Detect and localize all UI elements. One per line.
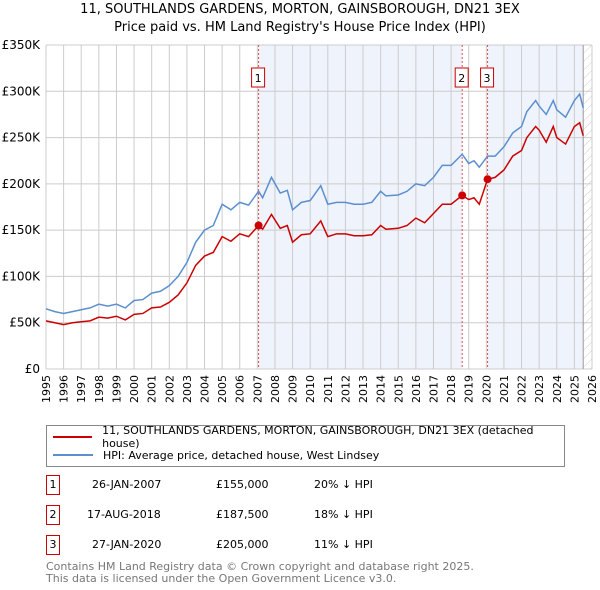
x-tick-label: 2010 [304, 375, 317, 403]
x-tick-label: 2015 [392, 375, 405, 403]
sale-date: 27-JAN-2020 [92, 538, 162, 551]
sale-marker-number: 3 [46, 535, 60, 555]
x-tick-label: 2009 [287, 375, 300, 403]
x-tick-label: 2000 [128, 375, 141, 403]
sale-hpi-diff: 11% ↓ HPI [314, 538, 373, 551]
x-tick-label: 2001 [146, 375, 159, 403]
x-tick-label: 2026 [586, 375, 599, 403]
x-tick-label: 2024 [551, 375, 564, 403]
y-tick-label: £100K [2, 269, 42, 283]
x-tick-label: 2003 [181, 375, 194, 403]
x-tick-label: 2004 [199, 375, 212, 403]
sale-price: £155,000 [216, 478, 269, 491]
sale-marker-number: 1 [46, 475, 60, 495]
sale-marker-label: 2 [458, 72, 465, 85]
x-tick-label: 2017 [427, 375, 440, 403]
x-tick-label: 2011 [322, 375, 335, 403]
sale-marker-label: 1 [255, 72, 262, 85]
property-price-line [45, 121, 584, 326]
chart-subtitle: Price paid vs. HM Land Registry's House … [114, 20, 486, 35]
sale-point [483, 175, 492, 184]
legend-hpi-label: HPI: Average price, detached house, West… [103, 448, 380, 462]
legend-blue-line [53, 454, 93, 456]
y-tick-label: £300K [2, 84, 42, 98]
legend: 11, SOUTHLANDS GARDENS, MORTON, GAINSBOR… [46, 424, 565, 467]
y-tick-label: £200K [2, 177, 42, 191]
shaded-ownership-region [487, 45, 584, 369]
price-chart: 1995 1996 1997 1998 1999 2000 2001 2002 2003 2004… [2, 38, 599, 403]
footer-copyright: Contains HM Land Registry data © Crown c… [46, 560, 474, 573]
x-tick-label: 2006 [234, 375, 247, 403]
sale-price: £205,000 [216, 538, 269, 551]
sale-hpi-diff: 18% ↓ HPI [314, 508, 373, 521]
x-tick-label: 2021 [498, 375, 511, 403]
sale-point [254, 221, 263, 230]
future-hatch-region [583, 45, 592, 369]
shaded-ownership-region [258, 45, 463, 369]
sale-hpi-diff: 20% ↓ HPI [314, 478, 373, 491]
legend-red-line [53, 436, 93, 438]
sale-price: £187,500 [216, 508, 269, 521]
x-tick-label: 2014 [375, 375, 388, 403]
y-tick-label: £350K [2, 38, 42, 52]
sale-marker-label: 3 [484, 72, 491, 85]
y-tick-label: £150K [2, 223, 42, 237]
sale-date: 17-AUG-2018 [87, 508, 161, 521]
y-tick-label: £250K [2, 131, 42, 145]
x-tick-label: 1998 [93, 375, 106, 403]
x-tick-label: 2005 [216, 375, 229, 403]
legend-property-label: 11, SOUTHLANDS GARDENS, MORTON, GAINSBOR… [102, 424, 534, 450]
sale-marker-number: 2 [46, 505, 60, 525]
x-tick-label: 1995 [40, 375, 53, 403]
x-tick-label: 2008 [269, 375, 282, 403]
x-tick-label: 2012 [339, 375, 352, 403]
y-tick-label: £50K [9, 316, 41, 330]
x-tick-label: 2023 [533, 375, 546, 403]
footer-licence: This data is licensed under the Open Gov… [46, 572, 397, 585]
sale-marker-box [251, 67, 266, 88]
x-tick-label: 2007 [251, 375, 264, 403]
chart-title: 11, SOUTHLANDS GARDENS, MORTON, GAINSBOR… [80, 2, 520, 17]
x-tick-label: 2025 [568, 375, 581, 403]
x-tick-label: 2022 [516, 375, 529, 403]
hpi-line [45, 92, 584, 315]
x-tick-label: 2019 [463, 375, 476, 403]
x-tick-label: 2013 [357, 375, 370, 403]
x-tick-label: 1999 [110, 375, 123, 403]
y-tick-label: £0 [25, 362, 40, 376]
sale-point [458, 191, 467, 200]
x-tick-label: 2020 [480, 375, 493, 403]
sale-marker-box [480, 67, 495, 88]
x-tick-label: 2002 [163, 375, 176, 403]
sale-marker-box [454, 67, 469, 88]
x-tick-label: 1996 [58, 375, 71, 403]
x-tick-label: 2016 [410, 375, 423, 403]
x-tick-label: 1997 [75, 375, 88, 403]
x-tick-label: 2018 [445, 375, 458, 403]
sale-date: 26-JAN-2007 [92, 478, 162, 491]
